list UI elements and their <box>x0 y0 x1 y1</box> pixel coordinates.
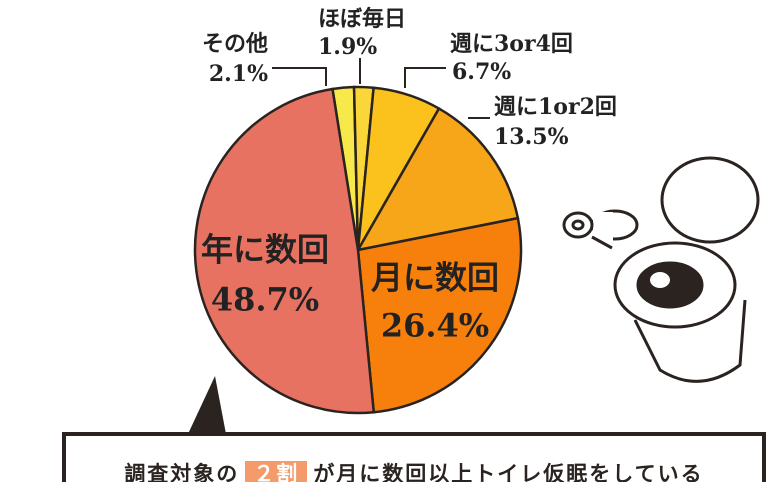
slice-value: 48.7% <box>211 281 319 319</box>
slice-label: 月に数回 <box>371 259 499 297</box>
toilet-illustration <box>564 158 758 381</box>
page: その他 2.1% ほぼ毎日1.9% 週に3or4回6.7% 週に1or2回 13.5% 月に… <box>0 0 784 482</box>
caption-box: 調査対象の ２割が月に数回以上トイレ仮眠をしている <box>62 432 766 482</box>
slice-value: 26.4% <box>381 307 489 345</box>
slice-label: 年に数回 <box>201 231 329 269</box>
leader-line <box>405 68 446 88</box>
slice-label: その他 <box>202 31 268 57</box>
slice-value: 2.1% <box>209 61 268 87</box>
slice-value: 1.9% <box>318 34 377 60</box>
slice-value: 6.7% <box>452 59 511 85</box>
caption-text: が月に数回以上トイレ仮眠をしている <box>313 461 703 482</box>
slice-label: ほぼ毎日 <box>318 6 406 32</box>
callout-pointer <box>188 376 226 434</box>
chart: その他 2.1% ほぼ毎日1.9% 週に3or4回6.7% 週に1or2回 13.5% 月に… <box>0 0 784 482</box>
caption-text: 調査対象の <box>124 461 239 482</box>
caption-highlight: ２割 <box>245 461 307 482</box>
slice-value: 13.5% <box>494 124 569 150</box>
leader-line <box>272 68 326 86</box>
slice-label: 週に3or4回 <box>450 31 573 57</box>
slice-label: 週に1or2回 <box>494 94 617 120</box>
